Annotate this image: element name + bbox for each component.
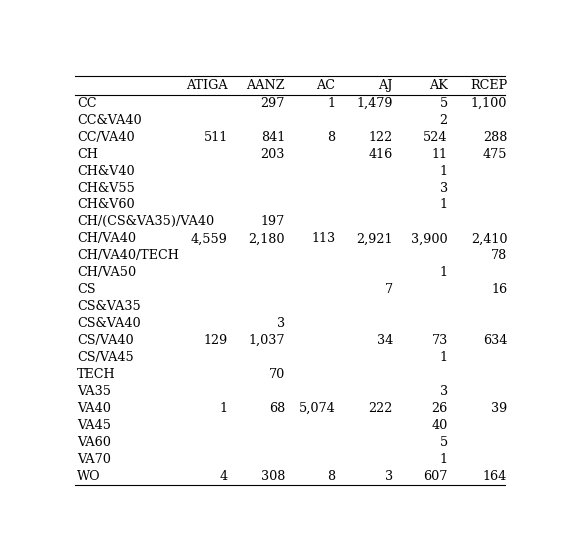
Text: 5: 5 — [440, 436, 448, 448]
Text: 1: 1 — [440, 351, 448, 364]
Text: 34: 34 — [377, 334, 393, 347]
Text: 511: 511 — [203, 131, 228, 144]
Text: 297: 297 — [261, 97, 285, 110]
Text: 3: 3 — [440, 385, 448, 398]
Text: 308: 308 — [261, 469, 285, 483]
Text: 2,180: 2,180 — [248, 232, 285, 246]
Text: 3,900: 3,900 — [411, 232, 448, 246]
Text: 26: 26 — [432, 402, 448, 415]
Text: CH/VA40/TECH: CH/VA40/TECH — [77, 249, 179, 262]
Text: AJ: AJ — [378, 79, 393, 92]
Text: CH&V55: CH&V55 — [77, 181, 135, 195]
Text: CH&V60: CH&V60 — [77, 199, 135, 211]
Text: 1: 1 — [328, 97, 336, 110]
Text: 39: 39 — [491, 402, 507, 415]
Text: AC: AC — [316, 79, 336, 92]
Text: 197: 197 — [261, 216, 285, 228]
Text: 4,559: 4,559 — [191, 232, 228, 246]
Text: 2: 2 — [440, 114, 448, 127]
Text: 4: 4 — [220, 469, 228, 483]
Text: CH/VA40: CH/VA40 — [77, 232, 136, 246]
Text: 8: 8 — [327, 131, 336, 144]
Text: 1: 1 — [220, 402, 228, 415]
Text: 3: 3 — [385, 469, 393, 483]
Text: 70: 70 — [269, 368, 285, 381]
Text: 16: 16 — [491, 283, 507, 296]
Text: 5,074: 5,074 — [299, 402, 336, 415]
Text: 203: 203 — [261, 148, 285, 161]
Text: 1,479: 1,479 — [356, 97, 393, 110]
Text: 11: 11 — [432, 148, 448, 161]
Text: WO: WO — [77, 469, 101, 483]
Text: VA45: VA45 — [77, 419, 111, 432]
Text: CC/VA40: CC/VA40 — [77, 131, 135, 144]
Text: 416: 416 — [369, 148, 393, 161]
Text: 7: 7 — [385, 283, 393, 296]
Text: 1: 1 — [440, 165, 448, 178]
Text: CH: CH — [77, 148, 98, 161]
Text: 607: 607 — [423, 469, 448, 483]
Text: 3: 3 — [277, 317, 285, 330]
Text: 113: 113 — [311, 232, 336, 246]
Text: 222: 222 — [369, 402, 393, 415]
Text: 78: 78 — [491, 249, 507, 262]
Text: ATIGA: ATIGA — [186, 79, 228, 92]
Text: 1,037: 1,037 — [248, 334, 285, 347]
Text: CS/VA45: CS/VA45 — [77, 351, 134, 364]
Text: CS&VA40: CS&VA40 — [77, 317, 141, 330]
Text: TECH: TECH — [77, 368, 116, 381]
Text: 5: 5 — [440, 97, 448, 110]
Text: 524: 524 — [423, 131, 448, 144]
Text: 40: 40 — [432, 419, 448, 432]
Text: 164: 164 — [483, 469, 507, 483]
Text: 73: 73 — [432, 334, 448, 347]
Text: 122: 122 — [369, 131, 393, 144]
Text: RCEP: RCEP — [470, 79, 507, 92]
Text: CC&VA40: CC&VA40 — [77, 114, 142, 127]
Text: 8: 8 — [327, 469, 336, 483]
Text: 288: 288 — [483, 131, 507, 144]
Text: VA40: VA40 — [77, 402, 111, 415]
Text: CC: CC — [77, 97, 97, 110]
Text: 3: 3 — [440, 181, 448, 195]
Text: 2,410: 2,410 — [471, 232, 507, 246]
Text: VA60: VA60 — [77, 436, 111, 448]
Text: VA70: VA70 — [77, 452, 111, 466]
Text: 475: 475 — [483, 148, 507, 161]
Text: CS: CS — [77, 283, 95, 296]
Text: 841: 841 — [261, 131, 285, 144]
Text: CH/(CS&VA35)/VA40: CH/(CS&VA35)/VA40 — [77, 216, 214, 228]
Text: 68: 68 — [269, 402, 285, 415]
Text: CH&V40: CH&V40 — [77, 165, 135, 178]
Text: CH/VA50: CH/VA50 — [77, 266, 136, 279]
Text: 1: 1 — [440, 266, 448, 279]
Text: AANZ: AANZ — [247, 79, 285, 92]
Text: 1: 1 — [440, 452, 448, 466]
Text: 2,921: 2,921 — [356, 232, 393, 246]
Text: 634: 634 — [483, 334, 507, 347]
Text: 1,100: 1,100 — [471, 97, 507, 110]
Text: AK: AK — [429, 79, 448, 92]
Text: CS&VA35: CS&VA35 — [77, 300, 141, 313]
Text: 1: 1 — [440, 199, 448, 211]
Text: VA35: VA35 — [77, 385, 111, 398]
Text: 129: 129 — [203, 334, 228, 347]
Text: CS/VA40: CS/VA40 — [77, 334, 134, 347]
